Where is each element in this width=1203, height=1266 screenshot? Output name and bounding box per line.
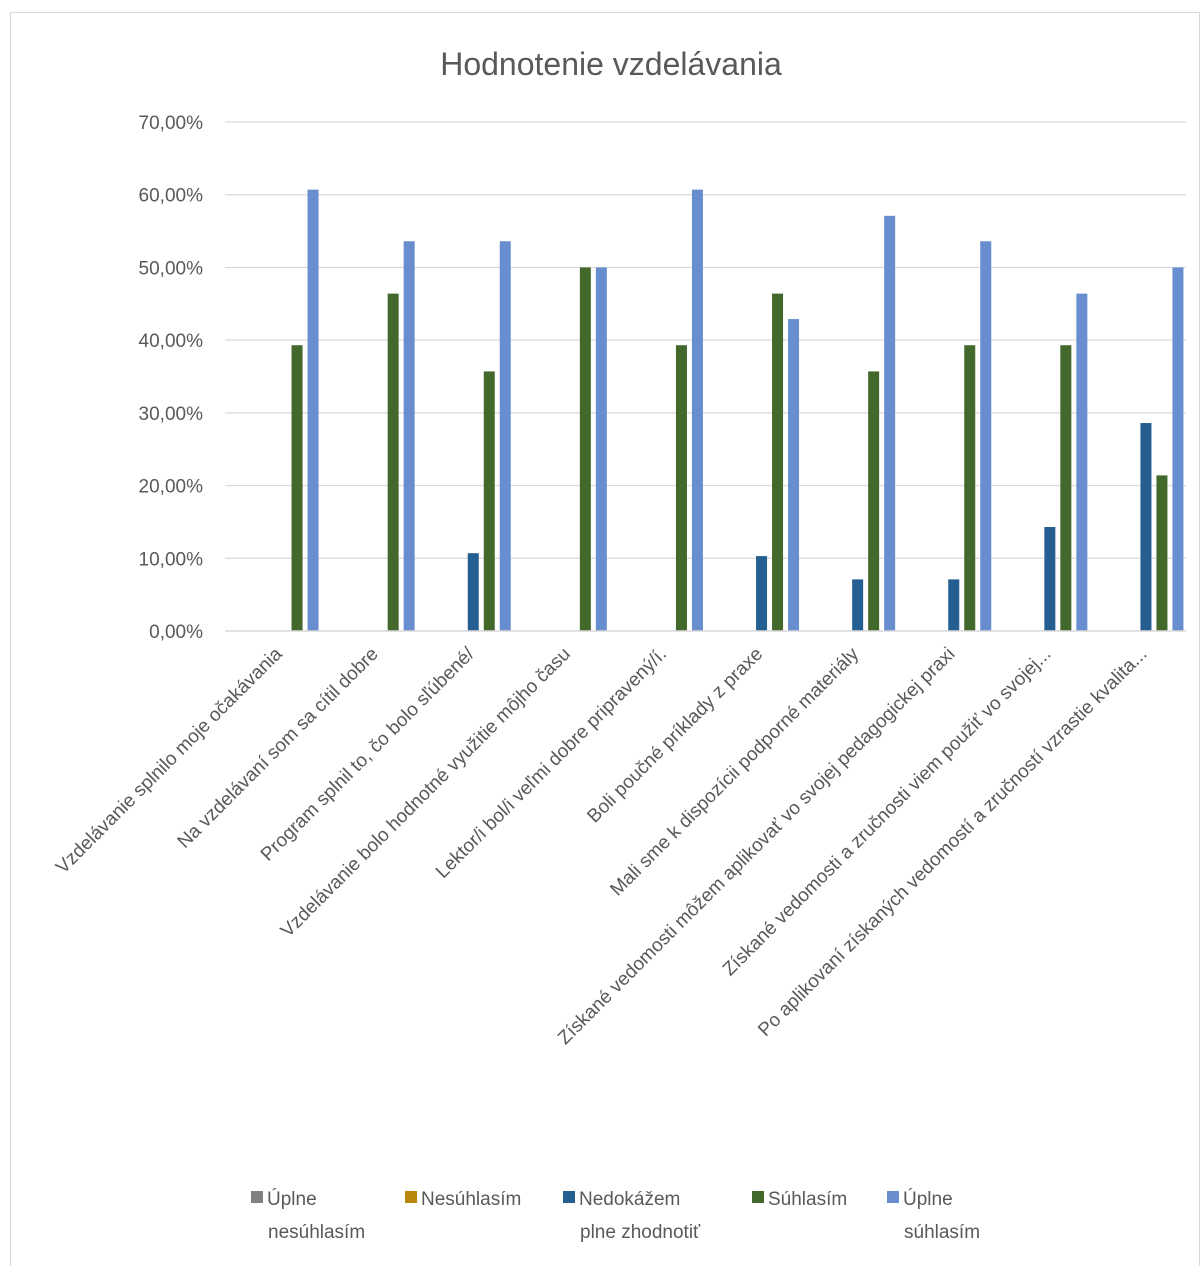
category-label: Program splnil to, čo bolo sľúbené/ xyxy=(257,643,479,865)
legend-label: Súhlasím xyxy=(768,1189,847,1210)
bars xyxy=(291,189,1184,632)
legend-swatch xyxy=(251,1191,263,1203)
legend-label: Nedokážem xyxy=(579,1189,680,1210)
bar xyxy=(964,345,976,631)
legend-label: Nesúhlasím xyxy=(421,1189,521,1210)
bar xyxy=(852,579,864,631)
bar xyxy=(675,345,687,631)
chart-title: Hodnotenie vzdelávania xyxy=(440,46,782,82)
legend-label: plne zhodnotiť xyxy=(580,1222,701,1243)
bar xyxy=(772,293,784,631)
bar xyxy=(483,371,495,631)
legend: Úplne nesúhlasím Nesúhlasím Nedokážem plne z… xyxy=(251,1188,980,1243)
bar xyxy=(980,241,992,631)
bar xyxy=(579,267,591,631)
bar xyxy=(1140,423,1152,631)
bar xyxy=(387,293,399,631)
category-label: Na vzdelávaní som sa cítil dobre xyxy=(174,644,383,853)
y-tick-label: 40,00% xyxy=(139,331,204,352)
bar xyxy=(291,345,303,631)
y-tick-label: 60,00% xyxy=(139,186,204,207)
y-tick-label: 10,00% xyxy=(139,549,204,570)
y-tick-label: 0,00% xyxy=(149,622,203,643)
bar xyxy=(1044,527,1056,631)
legend-swatch xyxy=(887,1191,899,1203)
bar xyxy=(691,189,703,632)
legend-label: súhlasím xyxy=(904,1222,980,1243)
bar xyxy=(868,371,880,631)
bar xyxy=(1156,475,1168,631)
y-tick-label: 70,00% xyxy=(139,113,204,134)
bar xyxy=(307,189,319,632)
bar xyxy=(884,215,896,631)
bar xyxy=(948,579,960,631)
bar xyxy=(499,241,511,631)
y-tick-label: 30,00% xyxy=(139,404,204,425)
chart-frame xyxy=(10,12,1200,1266)
bar xyxy=(1076,293,1088,631)
category-label: Boli poučné príklady z praxe xyxy=(583,644,767,828)
bar xyxy=(403,241,415,631)
category-label: Získané vedomosti a zručnosti viem použi… xyxy=(719,644,1055,980)
y-tick-label: 20,00% xyxy=(139,477,204,498)
y-axis-ticks: 0,00% 10,00% 20,00% 30,00% 40,00% 50,00% 60,00… xyxy=(139,113,204,643)
bar xyxy=(1172,267,1184,631)
bar xyxy=(788,319,800,631)
legend-swatch xyxy=(752,1191,764,1203)
y-tick-label: 50,00% xyxy=(139,258,204,279)
legend-label: nesúhlasím xyxy=(268,1222,365,1243)
bar xyxy=(595,267,607,631)
legend-swatch xyxy=(405,1191,417,1203)
legend-swatch xyxy=(563,1191,575,1203)
gridlines xyxy=(225,121,1186,559)
bar xyxy=(756,556,768,631)
legend-label: Úplne xyxy=(267,1188,317,1210)
bar xyxy=(1060,345,1072,631)
bar xyxy=(467,553,479,631)
legend-label: Úplne xyxy=(903,1188,953,1210)
